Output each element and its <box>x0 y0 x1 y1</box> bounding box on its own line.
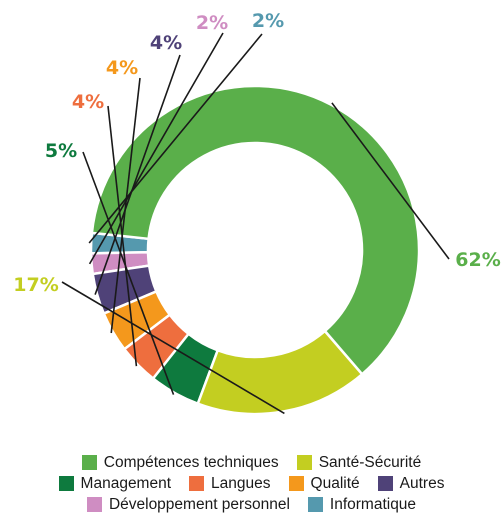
slice-management <box>151 332 219 405</box>
legend-label: Management <box>80 475 172 492</box>
donut-chart: 62%17%5%4%4%4%2% 2% <box>13 10 501 416</box>
slice-qualite <box>102 290 172 351</box>
slice-competences-techniques <box>90 84 421 376</box>
value-labels-group: 62%17%5%4%4%4%2% 2% <box>13 10 500 296</box>
value-label-informatique: 2% <box>252 10 284 32</box>
legend-swatch <box>58 476 74 491</box>
legend-item-sante-securite: Santé-Sécurité <box>296 452 422 473</box>
leader-line-developpement-personnel <box>88 32 224 265</box>
leader-line-informatique <box>88 33 263 244</box>
legend-item-autres: Autres <box>377 473 445 494</box>
legend-swatch <box>288 476 304 491</box>
legend-row: Management Langues Qualité Autres <box>0 473 503 494</box>
legend: Compétences techniques Santé-Sécurité Mana… <box>0 452 503 515</box>
legend-swatch <box>377 476 393 491</box>
value-label-langues: 4% <box>72 91 104 113</box>
leader-line-sante-securite <box>61 281 285 415</box>
legend-label: Développement personnel <box>108 496 290 513</box>
legend-row: Compétences techniques Santé-Sécurité <box>0 452 503 473</box>
legend-item-informatique: Informatique <box>307 494 417 515</box>
slice-autres <box>91 264 158 315</box>
slice-langues <box>123 313 190 380</box>
legend-item-management: Management <box>58 473 172 494</box>
legend-label: Compétences techniques <box>103 454 279 471</box>
value-label-sante-securite: 17% <box>13 274 58 296</box>
value-label-qualite: 4% <box>106 57 138 79</box>
value-label-management: 5% <box>45 140 77 162</box>
slices-group <box>89 84 421 416</box>
legend-item-qualite: Qualité <box>288 473 360 494</box>
value-label-developpement-personnel: 2% <box>196 12 228 34</box>
legend-item-competences-techniques: Compétences techniques <box>81 452 279 473</box>
legend-label: Langues <box>211 475 271 492</box>
legend-swatch <box>189 476 205 491</box>
legend-item-developpement-personnel: Développement personnel <box>86 494 290 515</box>
legend-swatch <box>307 497 323 512</box>
legend-item-langues: Langues <box>189 473 271 494</box>
slice-sante-securite <box>196 329 364 416</box>
legend-swatch <box>81 455 97 470</box>
legend-label: Santé-Sécurité <box>318 454 422 471</box>
leader-line-qualite <box>110 77 141 334</box>
legend-row: Développement personnel Informatique <box>0 494 503 515</box>
value-label-autres: 4% <box>150 32 182 54</box>
leader-line-autres <box>94 54 181 295</box>
leader-line-competences-techniques <box>331 102 450 260</box>
leader-lines-group <box>61 32 450 415</box>
leader-line-management <box>82 151 175 395</box>
value-label-competences-techniques: 62% <box>455 249 500 271</box>
legend-label: Qualité <box>310 475 360 492</box>
legend-label: Informatique <box>329 496 417 513</box>
legend-swatch <box>86 497 102 512</box>
legend-swatch <box>296 455 312 470</box>
legend-label: Autres <box>399 475 445 492</box>
